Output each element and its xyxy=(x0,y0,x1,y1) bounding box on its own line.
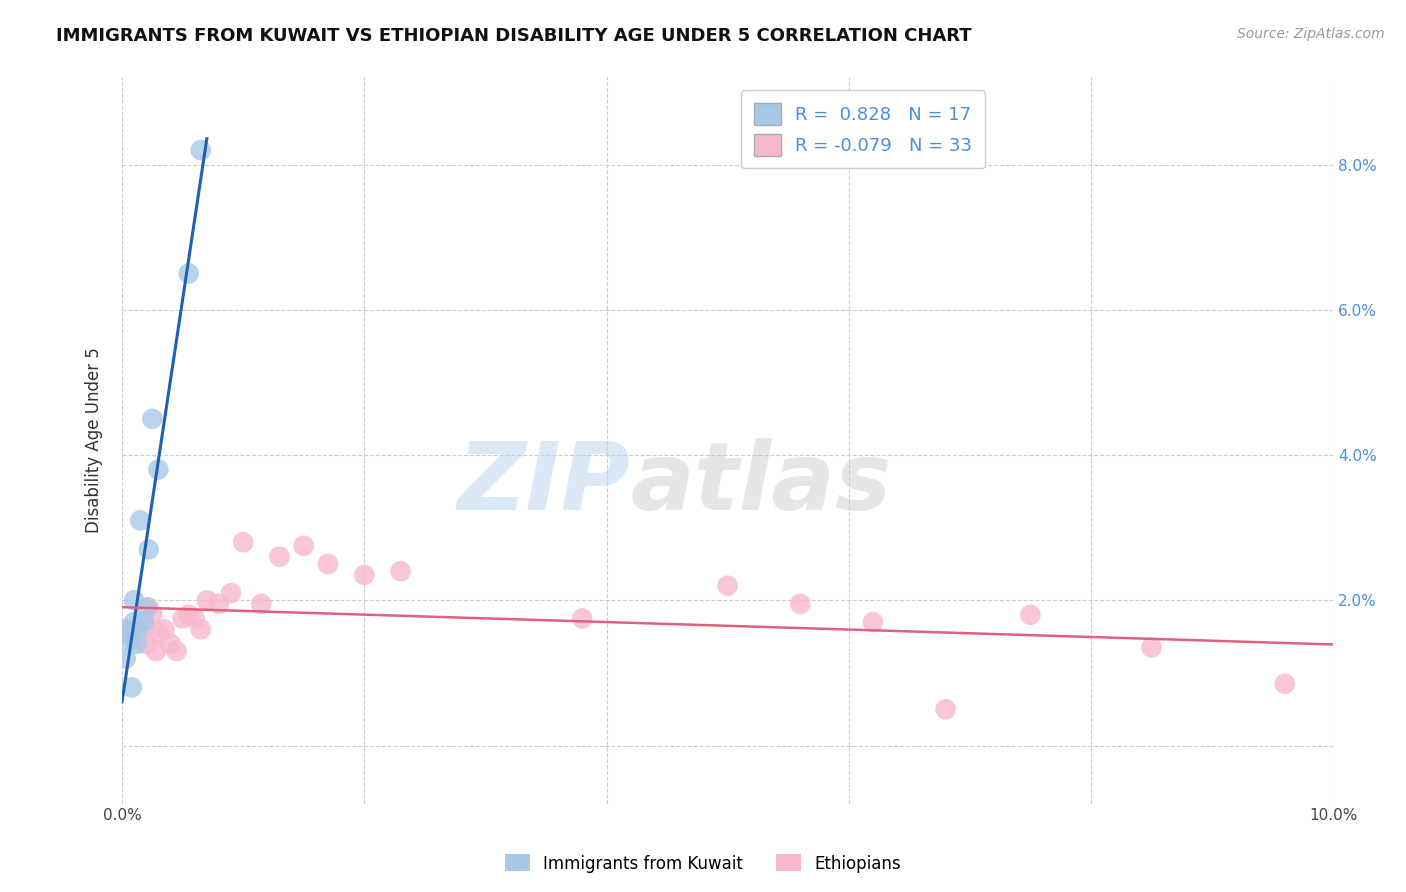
Y-axis label: Disability Age Under 5: Disability Age Under 5 xyxy=(86,348,103,533)
Point xyxy=(122,615,145,629)
Point xyxy=(135,600,157,615)
Point xyxy=(177,607,200,622)
Point xyxy=(117,626,139,640)
Point xyxy=(141,411,163,425)
Point xyxy=(159,637,181,651)
Point xyxy=(172,611,194,625)
Point xyxy=(120,633,142,648)
Point xyxy=(114,651,136,665)
Point xyxy=(135,637,157,651)
Legend: R =  0.828   N = 17, R = -0.079   N = 33: R = 0.828 N = 17, R = -0.079 N = 33 xyxy=(741,90,986,169)
Point xyxy=(316,557,339,571)
Point xyxy=(219,586,242,600)
Point xyxy=(127,623,149,637)
Point xyxy=(1019,607,1042,622)
Point xyxy=(269,549,291,564)
Point xyxy=(166,644,188,658)
Point xyxy=(125,637,148,651)
Point xyxy=(389,564,412,578)
Text: IMMIGRANTS FROM KUWAIT VS ETHIOPIAN DISABILITY AGE UNDER 5 CORRELATION CHART: IMMIGRANTS FROM KUWAIT VS ETHIOPIAN DISA… xyxy=(56,27,972,45)
Point xyxy=(353,567,375,582)
Point xyxy=(114,623,136,637)
Point xyxy=(190,623,212,637)
Point xyxy=(177,267,200,281)
Point xyxy=(935,702,957,716)
Point xyxy=(232,535,254,549)
Point xyxy=(138,542,160,557)
Text: atlas: atlas xyxy=(631,438,891,530)
Point xyxy=(292,539,315,553)
Point xyxy=(862,615,884,629)
Point xyxy=(129,513,152,527)
Point xyxy=(132,623,155,637)
Point xyxy=(183,611,205,625)
Point xyxy=(1140,640,1163,655)
Point xyxy=(717,579,740,593)
Text: ZIP: ZIP xyxy=(458,438,631,530)
Point xyxy=(148,626,170,640)
Point xyxy=(145,644,167,658)
Point xyxy=(122,630,145,644)
Point xyxy=(195,593,218,607)
Point xyxy=(250,597,273,611)
Point xyxy=(148,462,170,476)
Point xyxy=(153,623,176,637)
Point xyxy=(138,600,160,615)
Point xyxy=(208,597,231,611)
Point xyxy=(129,633,152,648)
Point xyxy=(1274,677,1296,691)
Point xyxy=(121,681,143,695)
Text: Source: ZipAtlas.com: Source: ZipAtlas.com xyxy=(1237,27,1385,41)
Legend: Immigrants from Kuwait, Ethiopians: Immigrants from Kuwait, Ethiopians xyxy=(498,847,908,880)
Point xyxy=(132,615,155,629)
Point xyxy=(571,611,593,625)
Point xyxy=(122,593,145,607)
Point xyxy=(141,607,163,622)
Point xyxy=(789,597,811,611)
Point xyxy=(190,143,212,157)
